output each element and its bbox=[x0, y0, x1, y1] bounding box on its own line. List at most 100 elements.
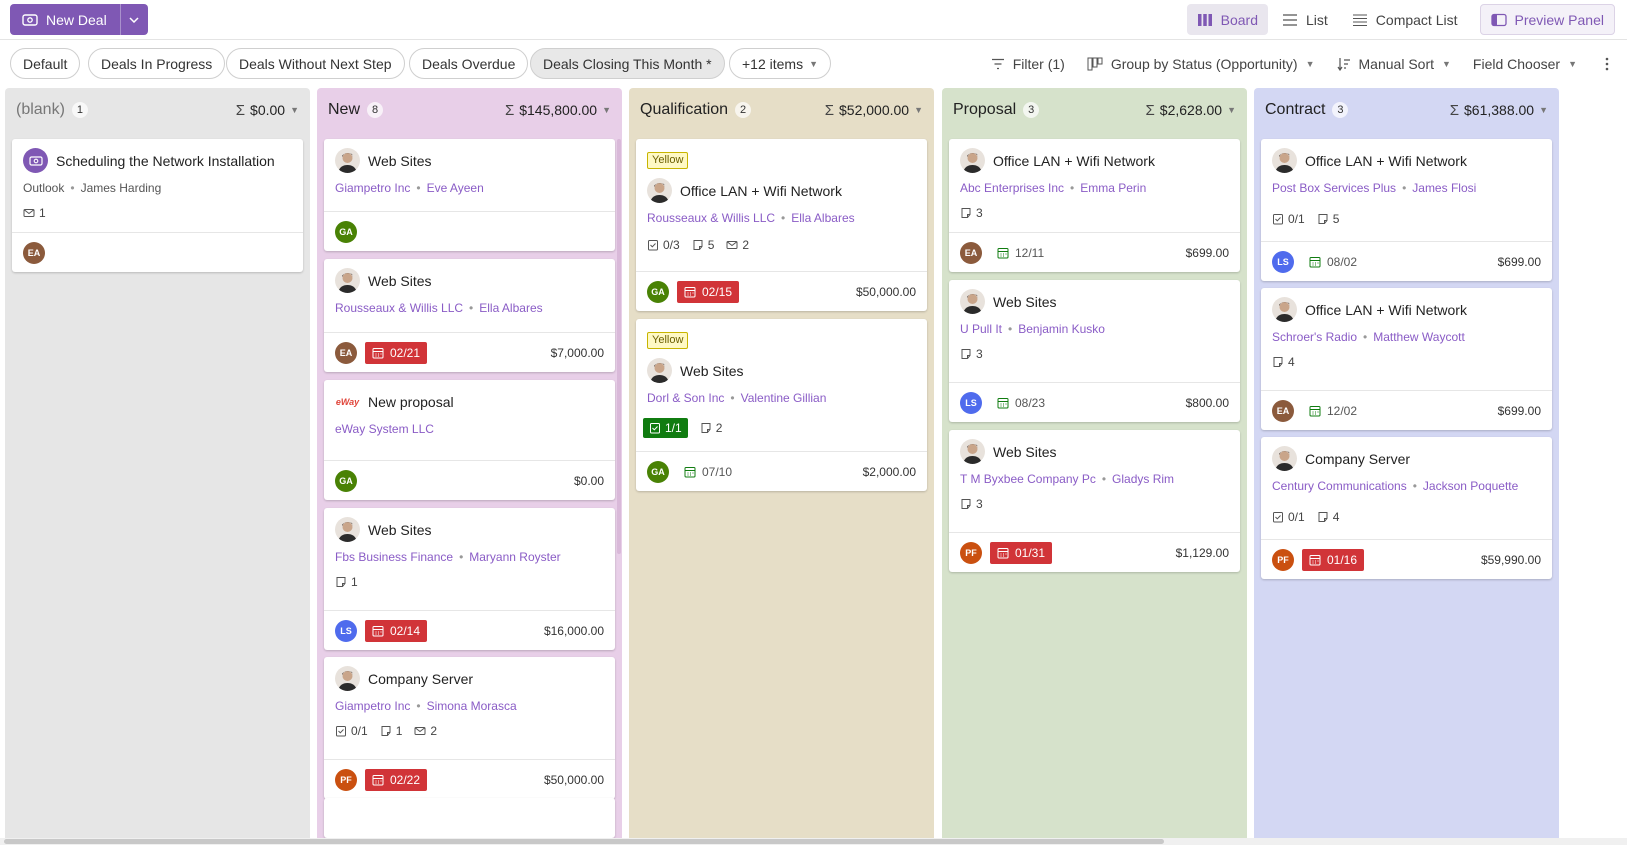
new-deal-button[interactable]: New Deal bbox=[10, 4, 120, 35]
preview-panel-button[interactable]: Preview Panel bbox=[1479, 4, 1615, 35]
horizontal-scrollbar[interactable] bbox=[0, 838, 1627, 845]
contact-link[interactable]: Maryann Royster bbox=[469, 550, 561, 564]
activity-count[interactable]: 4 bbox=[1272, 355, 1295, 369]
company-link[interactable]: T M Byxbee Company Pc bbox=[960, 472, 1096, 486]
new-deal-dropdown-button[interactable] bbox=[119, 4, 148, 35]
activity-count[interactable]: 0/1 bbox=[1272, 212, 1305, 226]
company-link[interactable]: Giampetro Inc bbox=[335, 181, 411, 195]
contact-link[interactable]: Emma Perin bbox=[1080, 181, 1147, 195]
activity-count[interactable]: 5 bbox=[692, 238, 714, 252]
deal-card[interactable]: Yellow Web Sites Dorl & Son Inc • Valentine … bbox=[636, 319, 927, 491]
column-sum[interactable]: Σ $0.00 ▼ bbox=[236, 102, 299, 119]
activity-count[interactable]: 0/1 bbox=[1272, 510, 1305, 524]
activity-count[interactable]: 1 bbox=[335, 575, 358, 589]
contact-link[interactable]: Gladys Rim bbox=[1112, 472, 1175, 486]
owner-avatar[interactable]: PF bbox=[335, 768, 357, 791]
due-date[interactable]: 01/16 bbox=[1302, 548, 1365, 571]
activity-count[interactable]: 5 bbox=[1317, 212, 1339, 226]
group-by-button[interactable]: Group by Status (Opportunity) ▼ bbox=[1087, 56, 1315, 72]
deal-card[interactable]: Web Sites Fbs Business Finance • Maryann Ro… bbox=[324, 508, 615, 650]
deal-title[interactable]: Web Sites bbox=[335, 268, 432, 293]
activity-count[interactable]: 0/1 bbox=[335, 724, 368, 738]
activity-count[interactable]: 2 bbox=[726, 238, 749, 252]
activity-count[interactable]: 0/3 bbox=[647, 238, 680, 252]
deal-card[interactable]: Office LAN + Wifi Network Post Box Servic… bbox=[1261, 139, 1552, 281]
owner-avatar[interactable]: LS bbox=[1272, 250, 1294, 273]
activity-count[interactable]: 4 bbox=[1317, 510, 1339, 524]
contact-link[interactable]: Eve Ayeen bbox=[426, 181, 484, 195]
owner-avatar[interactable]: LS bbox=[335, 619, 357, 642]
activity-count[interactable]: 2 bbox=[700, 421, 722, 435]
company-link[interactable]: Post Box Services Plus bbox=[1272, 181, 1397, 195]
contact-link[interactable]: Simona Morasca bbox=[426, 699, 517, 713]
company-link[interactable]: Dorl & Son Inc bbox=[647, 391, 725, 405]
filter-chip-more-items[interactable]: +12 items ▼ bbox=[729, 48, 832, 79]
activity-count[interactable]: 1 bbox=[23, 206, 46, 220]
filter-chip-deals-without-next-step[interactable]: Deals Without Next Step bbox=[226, 48, 405, 79]
deal-title[interactable]: Web Sites bbox=[960, 439, 1057, 464]
due-date[interactable]: 02/14 bbox=[365, 619, 428, 642]
deal-card[interactable]: Company Server Century Communications • Jac… bbox=[1261, 437, 1552, 579]
column-scrollbar[interactable] bbox=[617, 139, 621, 554]
more-options-button[interactable] bbox=[1605, 57, 1609, 71]
owner-avatar[interactable]: EA bbox=[335, 341, 357, 364]
activity-count[interactable]: 1 bbox=[380, 724, 402, 738]
deal-title[interactable]: Company Server bbox=[1272, 446, 1410, 471]
owner-avatar[interactable]: GA bbox=[647, 280, 669, 303]
sort-button[interactable]: Manual Sort ▼ bbox=[1337, 56, 1451, 72]
company-link[interactable]: Rousseaux & Willis LLC bbox=[335, 301, 464, 315]
scrollbar-thumb[interactable] bbox=[4, 839, 1164, 844]
contact-link[interactable]: James Harding bbox=[80, 181, 162, 195]
company-link[interactable]: Rousseaux & Willis LLC bbox=[647, 211, 776, 225]
contact-link[interactable]: Ella Albares bbox=[791, 211, 855, 225]
company-link[interactable]: U Pull It bbox=[960, 322, 1003, 336]
deal-title[interactable]: eWay New proposal bbox=[335, 389, 454, 414]
contact-link[interactable]: Ella Albares bbox=[479, 301, 543, 315]
column-sum[interactable]: Σ $61,388.00 ▼ bbox=[1450, 102, 1548, 119]
company-link[interactable]: Schroer's Radio bbox=[1272, 330, 1357, 344]
board-view-button[interactable]: Board bbox=[1186, 4, 1268, 35]
deal-card[interactable]: eWay New proposal eWay System LLC GA $0.00 bbox=[324, 380, 615, 500]
owner-avatar[interactable]: EA bbox=[23, 241, 45, 264]
filter-button[interactable]: Filter (1) bbox=[991, 56, 1065, 72]
deal-card[interactable]: Office LAN + Wifi Network Schroer's Radio… bbox=[1261, 288, 1552, 430]
company-link[interactable]: Fbs Business Finance bbox=[335, 550, 454, 564]
owner-avatar[interactable]: GA bbox=[335, 220, 357, 243]
column-sum[interactable]: Σ $145,800.00 ▼ bbox=[505, 102, 611, 119]
field-chooser-button[interactable]: Field Chooser ▼ bbox=[1473, 56, 1577, 72]
owner-avatar[interactable]: EA bbox=[960, 241, 982, 264]
contact-link[interactable]: James Flosi bbox=[1412, 181, 1477, 195]
contact-link[interactable]: Valentine Gillian bbox=[740, 391, 827, 405]
activity-count[interactable]: 3 bbox=[960, 206, 983, 220]
due-date[interactable]: 02/15 bbox=[677, 280, 740, 303]
owner-avatar[interactable]: GA bbox=[335, 469, 357, 492]
deal-title[interactable]: Web Sites bbox=[335, 148, 432, 173]
activity-count[interactable]: 2 bbox=[414, 724, 437, 738]
owner-avatar[interactable]: PF bbox=[960, 541, 982, 564]
due-date[interactable]: 08/23 bbox=[990, 392, 1052, 414]
deal-title[interactable]: Company Server bbox=[335, 666, 473, 691]
deal-title[interactable]: Web Sites bbox=[960, 289, 1057, 314]
activity-count[interactable]: 3 bbox=[960, 347, 983, 361]
deal-card[interactable]: Web Sites T M Byxbee Company Pc • Gladys Ri… bbox=[949, 430, 1240, 572]
company-link[interactable]: Century Communications bbox=[1272, 479, 1407, 493]
filter-chip-default[interactable]: Default bbox=[10, 48, 81, 79]
owner-avatar[interactable]: PF bbox=[1272, 548, 1294, 571]
deal-title[interactable]: Scheduling the Network Installation bbox=[23, 148, 275, 173]
contact-link[interactable]: Matthew Waycott bbox=[1373, 330, 1465, 344]
due-date[interactable]: 08/02 bbox=[1302, 251, 1364, 273]
deal-title[interactable]: Office LAN + Wifi Network bbox=[960, 148, 1155, 173]
deal-card[interactable]: Office LAN + Wifi Network Abc Enterprises… bbox=[949, 139, 1240, 272]
due-date[interactable]: 12/11 bbox=[990, 242, 1051, 264]
deal-card[interactable]: Scheduling the Network Installation Outlo… bbox=[12, 139, 303, 272]
contact-link[interactable]: Benjamin Kusko bbox=[1018, 322, 1105, 336]
filter-chip-deals-in-progress[interactable]: Deals In Progress bbox=[88, 48, 226, 79]
deal-title[interactable]: Office LAN + Wifi Network bbox=[647, 178, 842, 203]
deal-card[interactable]: Company Server Giampetro Inc • Simona Moras… bbox=[324, 657, 615, 799]
deal-card[interactable]: Web Sites Rousseaux & Willis LLC • Ella Alb… bbox=[324, 259, 615, 372]
due-date[interactable]: 01/31 bbox=[990, 541, 1053, 564]
contact-link[interactable]: Jackson Poquette bbox=[1422, 479, 1519, 493]
column-sum[interactable]: Σ $2,628.00 ▼ bbox=[1146, 102, 1237, 119]
deal-title[interactable]: Office LAN + Wifi Network bbox=[1272, 297, 1467, 322]
owner-avatar[interactable]: EA bbox=[1272, 399, 1294, 422]
